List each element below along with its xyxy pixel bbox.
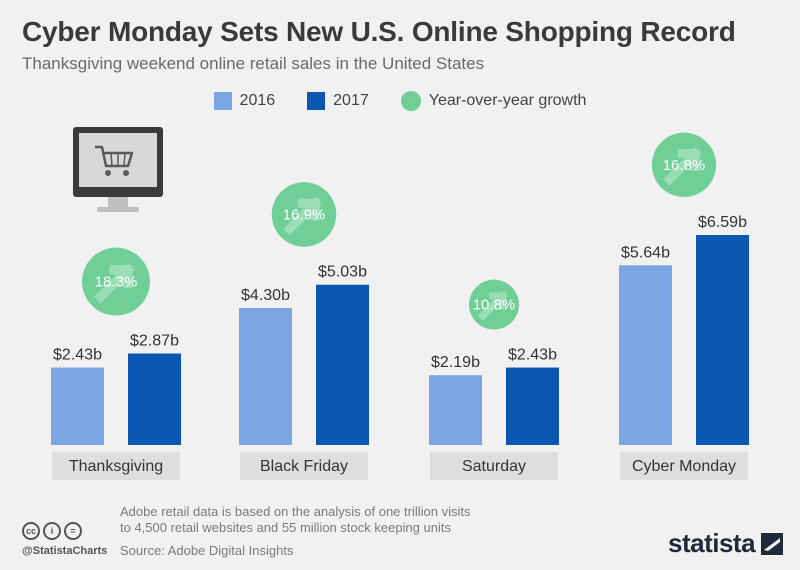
bar-2016-black-friday <box>239 307 292 445</box>
category-label-cyber-monday: Cyber Monday <box>632 458 736 475</box>
chart-canvas: $2.43b $2.87b 18.3% Thanksgiving $4.30b $5.03… <box>51 127 749 480</box>
value-label-2016-thanksgiving: $2.43b <box>53 347 102 364</box>
growth-bubble-black-friday <box>271 182 337 247</box>
category-box-cyber-monday <box>620 452 748 480</box>
cc-icon: cc <box>22 522 40 540</box>
bar-2017-black-friday <box>316 284 369 445</box>
growth-arrow-icon <box>283 196 322 236</box>
legend-item-growth: Year-over-year growth <box>400 91 587 111</box>
license-icons: cc i = <box>22 522 82 540</box>
statista-mark-icon <box>761 532 784 555</box>
note-line-2: to 4,500 retail websites and 55 million … <box>120 520 451 535</box>
growth-arrow-icon <box>663 147 702 186</box>
category-label-black-friday: Black Friday <box>260 458 348 475</box>
bar-2016-saturday <box>429 375 482 445</box>
value-label-2017-black-friday: $5.03b <box>318 264 367 281</box>
growth-label-cyber-monday: 16.8% <box>663 157 706 174</box>
legend-item-2017: 2017 <box>307 92 369 110</box>
value-label-2017-saturday: $2.43b <box>508 347 557 364</box>
category-box-black-friday <box>240 452 368 480</box>
growth-bubble-cyber-monday <box>651 132 717 197</box>
noderivs-icon: = <box>64 522 82 540</box>
bar-2016-thanksgiving <box>51 367 104 445</box>
legend-swatch-2016 <box>213 92 232 110</box>
note-line-1: Adobe retail data is based on the analys… <box>120 504 471 519</box>
value-label-2016-black-friday: $4.30b <box>241 287 290 304</box>
category-label-thanksgiving: Thanksgiving <box>69 458 163 475</box>
growth-bubble-thanksgiving <box>82 247 150 316</box>
legend-label-growth: Year-over-year growth <box>428 92 587 109</box>
growth-bubble-saturday <box>469 279 519 330</box>
computer-cart-icon <box>73 127 163 212</box>
category-box-thanksgiving <box>52 452 180 480</box>
chart-subtitle: Thanksgiving weekend online retail sales… <box>22 54 485 73</box>
statista-logo[interactable]: statista <box>668 528 784 559</box>
growth-label-saturday: 10.8% <box>473 297 516 314</box>
legend-swatch-growth <box>400 91 421 111</box>
growth-arrow-icon <box>93 262 135 304</box>
value-label-2017-thanksgiving: $2.87b <box>130 333 179 350</box>
methodology-note: Adobe retail data is based on the analys… <box>120 504 540 536</box>
brand-name: statista <box>668 528 756 558</box>
bar-2017-thanksgiving <box>128 353 181 445</box>
legend: 2016 2017 Year-over-year growth <box>0 91 800 111</box>
growth-label-black-friday: 16.9% <box>283 206 326 223</box>
value-label-2016-cyber-monday: $5.64b <box>621 244 670 261</box>
bar-2017-cyber-monday <box>696 235 749 445</box>
social-handle: @StatistaCharts <box>22 545 108 557</box>
bar-2017-saturday <box>506 367 559 445</box>
source-text: Source: Adobe Digital Insights <box>120 543 294 558</box>
bar-2016-cyber-monday <box>619 265 672 445</box>
chart-title: Cyber Monday Sets New U.S. Online Shoppi… <box>22 16 736 47</box>
growth-arrow-icon <box>477 290 508 321</box>
legend-swatch-2017 <box>307 92 326 110</box>
legend-label-2016: 2016 <box>239 92 276 109</box>
value-label-2016-saturday: $2.19b <box>431 354 480 371</box>
growth-label-thanksgiving: 18.3% <box>95 274 138 291</box>
value-label-2017-cyber-monday: $6.59b <box>698 214 747 231</box>
legend-label-2017: 2017 <box>333 92 369 109</box>
category-box-saturday <box>430 452 558 480</box>
attribution-icon: i <box>43 522 61 540</box>
category-label-saturday: Saturday <box>462 458 526 475</box>
legend-item-2016: 2016 <box>213 92 276 110</box>
